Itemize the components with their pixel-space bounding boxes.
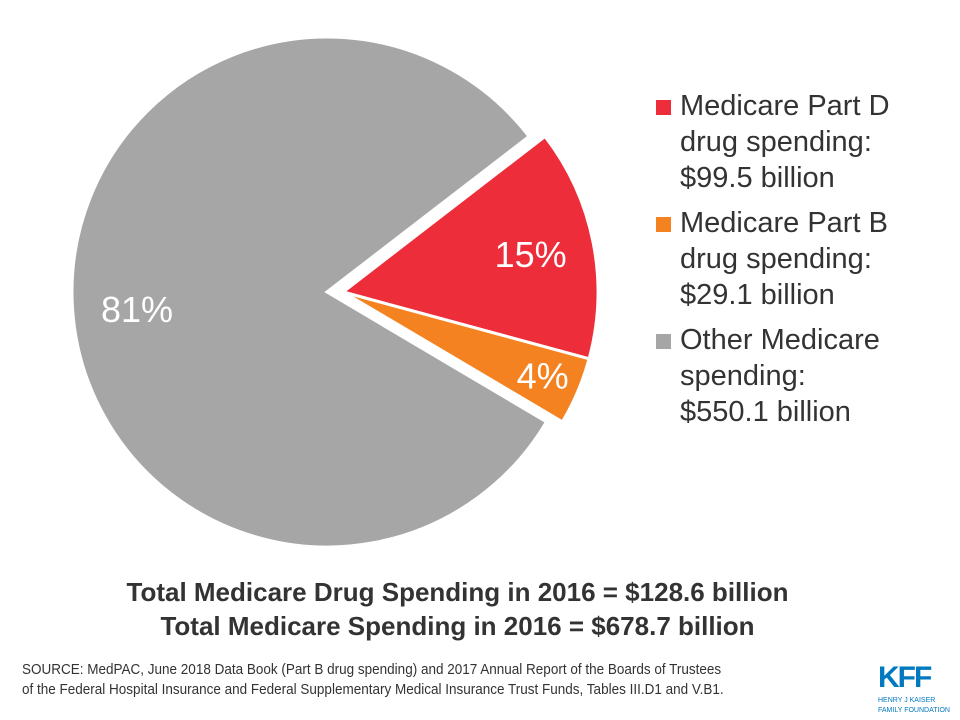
legend-item-part-b: Medicare Part B drug spending: $29.1 bil… (656, 205, 956, 313)
legend-text: $99.5 billion (680, 162, 835, 194)
kff-logo: KFF HENRY J KAISER FAMILY FOUNDATION (878, 660, 956, 716)
pie-data-label-1: 4% (517, 355, 569, 396)
pie-slice-2 (70, 35, 549, 549)
source-line: of the Federal Hospital Insurance and Fe… (22, 681, 724, 698)
source-line: SOURCE: MedPAC, June 2018 Data Book (Par… (22, 661, 722, 678)
legend-swatch-part-d (656, 100, 671, 115)
pie-data-label-0: 15% (495, 234, 567, 275)
legend-text: Medicare Part B (680, 207, 888, 239)
pie-chart: 15% 4% 81% (70, 35, 600, 549)
total-drug-spending: Total Medicare Drug Spending in 2016 = $… (126, 577, 789, 607)
legend-swatch-part-b (656, 217, 671, 232)
legend-item-other: Other Medicare spending: $550.1 billion (656, 322, 956, 430)
legend-item-part-d: Medicare Part D drug spending: $99.5 bil… (656, 88, 956, 196)
source-note: SOURCE: MedPAC, June 2018 Data Book (Par… (22, 660, 724, 700)
total-medicare-spending: Total Medicare Spending in 2016 = $678.7… (160, 611, 755, 641)
logo-mark: KFF (878, 661, 932, 694)
pie-data-label-2: 81% (101, 289, 173, 330)
logo-subtitle: HENRY J KAISER (878, 697, 936, 704)
legend: Medicare Part D drug spending: $99.5 bil… (656, 88, 956, 439)
totals: Total Medicare Drug Spending in 2016 = $… (0, 575, 915, 643)
legend-text: drug spending: (680, 126, 872, 158)
pie-slice-0 (339, 134, 600, 361)
legend-text: Other Medicare (680, 324, 880, 356)
pie-slice-1 (342, 290, 591, 424)
legend-text: spending: (680, 360, 806, 392)
legend-text: drug spending: (680, 243, 872, 275)
legend-text: Medicare Part D (680, 90, 890, 122)
legend-text: $550.1 billion (680, 396, 851, 428)
legend-text: $29.1 billion (680, 279, 835, 311)
legend-swatch-other (656, 334, 671, 349)
logo-subtitle: FAMILY FOUNDATION (878, 707, 950, 714)
